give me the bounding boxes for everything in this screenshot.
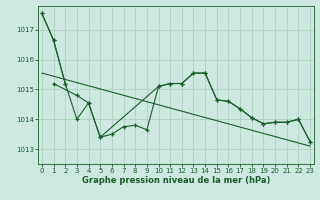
X-axis label: Graphe pression niveau de la mer (hPa): Graphe pression niveau de la mer (hPa) xyxy=(82,176,270,185)
